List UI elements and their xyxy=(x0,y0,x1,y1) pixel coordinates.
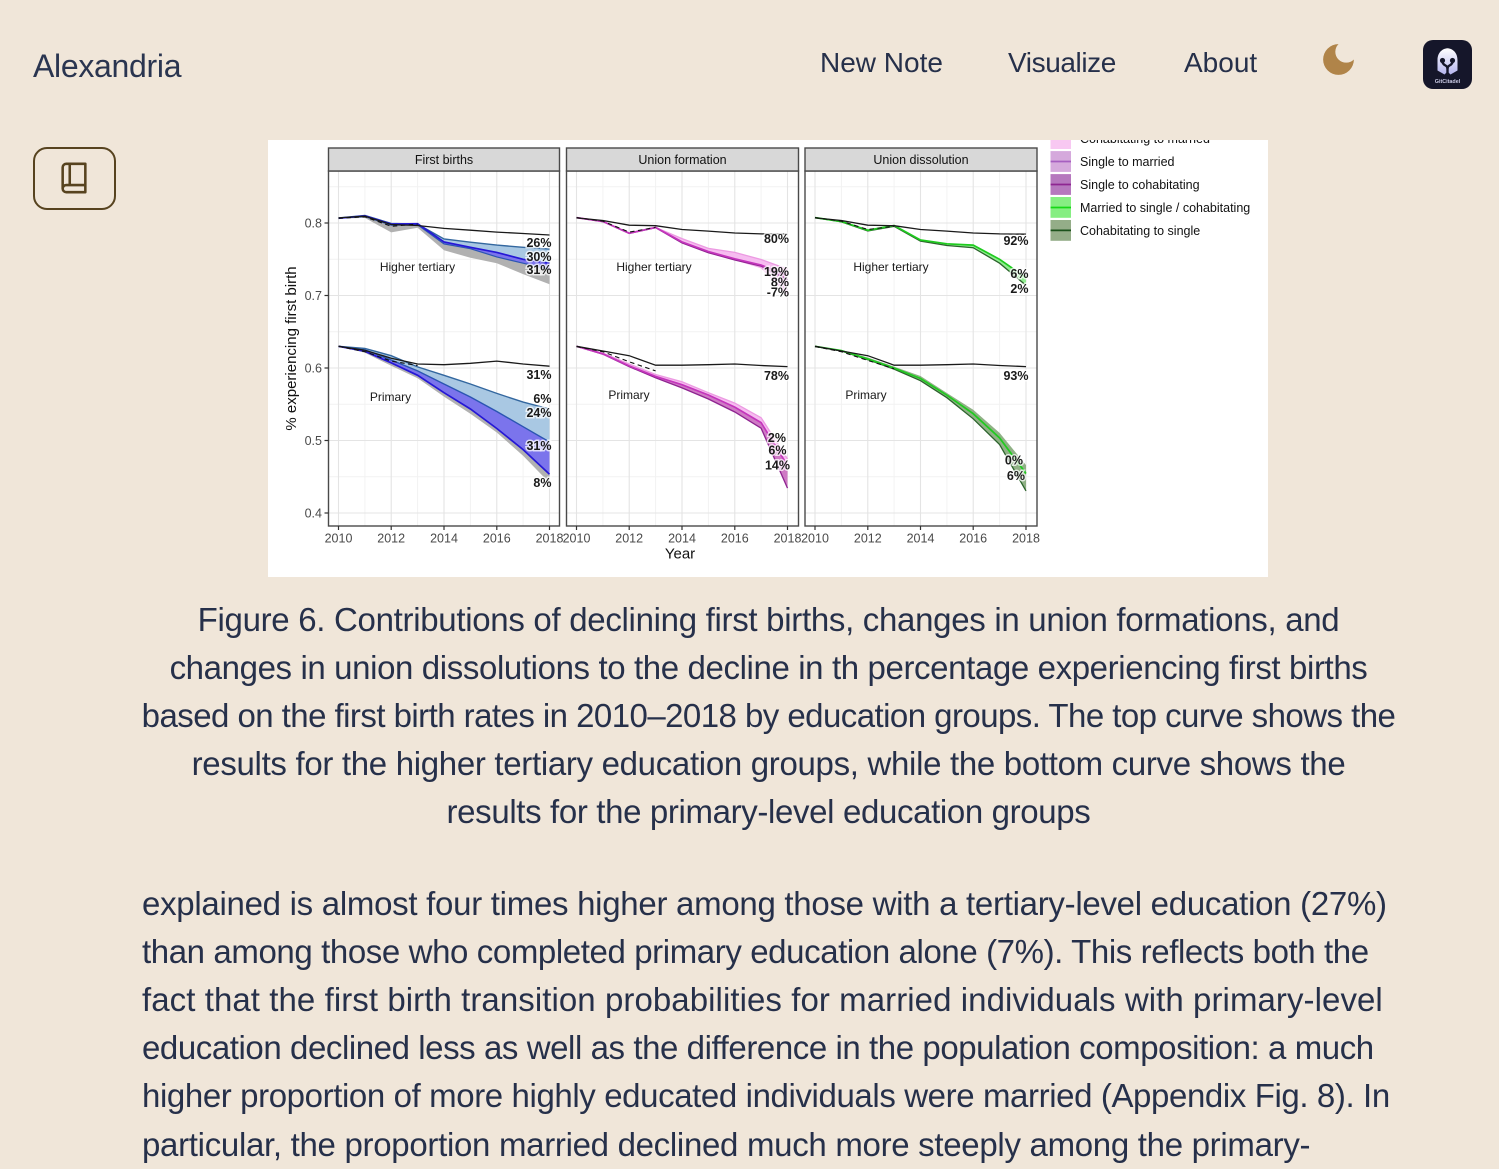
svg-text:2010: 2010 xyxy=(325,532,353,546)
svg-text:2012: 2012 xyxy=(615,532,643,546)
svg-text:2014: 2014 xyxy=(668,532,696,546)
svg-text:0.7: 0.7 xyxy=(305,289,322,303)
svg-text:Cohabitating to single: Cohabitating to single xyxy=(1080,224,1200,238)
svg-text:Year: Year xyxy=(665,546,695,563)
svg-text:8%: 8% xyxy=(771,276,789,290)
svg-text:2018: 2018 xyxy=(1012,532,1040,546)
svg-text:78%: 78% xyxy=(764,369,789,383)
svg-text:26%: 26% xyxy=(526,236,551,250)
svg-text:14%: 14% xyxy=(765,459,790,473)
svg-text:30%: 30% xyxy=(526,250,551,264)
svg-text:2012: 2012 xyxy=(854,532,882,546)
svg-text:6%: 6% xyxy=(1010,267,1028,281)
svg-text:2018: 2018 xyxy=(536,532,564,546)
svg-text:Union dissolution: Union dissolution xyxy=(873,153,968,167)
svg-text:2016: 2016 xyxy=(483,532,511,546)
svg-text:8%: 8% xyxy=(533,476,551,490)
svg-text:31%: 31% xyxy=(526,439,551,453)
svg-text:24%: 24% xyxy=(526,406,551,420)
svg-text:2018: 2018 xyxy=(774,532,802,546)
svg-text:2014: 2014 xyxy=(907,532,935,546)
svg-text:6%: 6% xyxy=(768,444,786,458)
svg-text:Union formation: Union formation xyxy=(638,153,726,167)
svg-text:Married to single / cohabitati: Married to single / cohabitating xyxy=(1080,201,1250,215)
svg-text:6%: 6% xyxy=(1007,469,1025,483)
svg-text:80%: 80% xyxy=(764,232,789,246)
svg-text:31%: 31% xyxy=(526,368,551,382)
svg-text:Cohabitating to married: Cohabitating to married xyxy=(1080,140,1210,146)
svg-text:Higher tertiary: Higher tertiary xyxy=(616,260,691,274)
svg-text:Primary: Primary xyxy=(608,388,649,402)
svg-text:Single to cohabitating: Single to cohabitating xyxy=(1080,178,1200,192)
svg-text:2010: 2010 xyxy=(801,532,829,546)
svg-text:0.4: 0.4 xyxy=(305,506,322,520)
svg-text:Primary: Primary xyxy=(370,390,411,404)
svg-text:First births: First births xyxy=(415,153,473,167)
svg-text:Primary: Primary xyxy=(845,388,886,402)
svg-text:2012: 2012 xyxy=(377,532,405,546)
svg-text:0.6: 0.6 xyxy=(305,361,322,375)
svg-text:Higher tertiary: Higher tertiary xyxy=(853,260,928,274)
svg-text:19%: 19% xyxy=(764,265,789,279)
svg-text:Higher tertiary: Higher tertiary xyxy=(380,260,455,274)
svg-text:Single to married: Single to married xyxy=(1080,155,1175,169)
svg-text:0.8: 0.8 xyxy=(305,216,322,230)
svg-text:2014: 2014 xyxy=(430,532,458,546)
svg-text:% experiencing first birth: % experiencing first birth xyxy=(283,266,300,430)
svg-text:2016: 2016 xyxy=(959,532,987,546)
svg-text:2010: 2010 xyxy=(563,532,591,546)
svg-text:2%: 2% xyxy=(768,431,786,445)
svg-text:2%: 2% xyxy=(1010,282,1028,296)
svg-text:6%: 6% xyxy=(533,392,551,406)
svg-text:2016: 2016 xyxy=(721,532,749,546)
svg-text:GitCitadel: GitCitadel xyxy=(1435,79,1461,85)
svg-text:0.5: 0.5 xyxy=(305,434,322,448)
svg-text:93%: 93% xyxy=(1003,369,1028,383)
svg-text:0%: 0% xyxy=(1005,454,1023,468)
svg-text:31%: 31% xyxy=(526,263,551,277)
svg-text:-7%: -7% xyxy=(767,286,789,300)
svg-text:92%: 92% xyxy=(1003,234,1028,248)
